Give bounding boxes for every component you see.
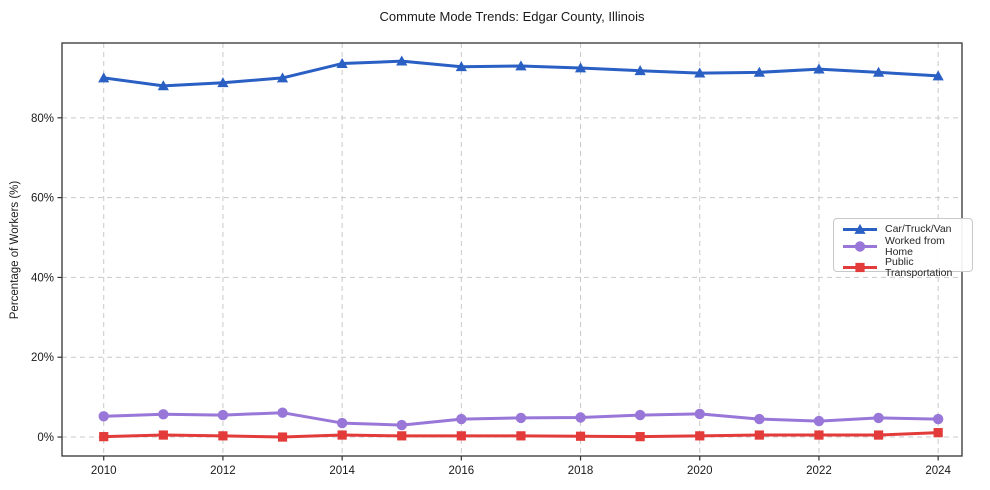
plot-border (61, 42, 963, 457)
y-tick-label: 20% (31, 352, 54, 364)
data-point-marker (217, 77, 229, 88)
data-point-marker (634, 409, 646, 421)
data-point-marker (515, 60, 527, 71)
series-public-transportation (99, 428, 943, 442)
series-car-truck-van (98, 55, 944, 91)
data-point-marker (694, 408, 705, 420)
data-point-marker (277, 432, 288, 442)
data-point-marker (276, 72, 289, 83)
x-tick-label: 2024 (925, 465, 951, 477)
x-tick-label: 2016 (449, 465, 475, 477)
chart-title: Commute Mode Trends: Edgar County, Illin… (379, 9, 645, 24)
data-point-marker (516, 431, 526, 441)
data-point-marker (574, 62, 587, 73)
y-tick-label: 60% (31, 193, 54, 205)
data-point-marker (456, 431, 466, 441)
data-point-marker (158, 430, 168, 440)
data-point-marker (336, 417, 348, 429)
x-tick-label: 2010 (91, 465, 117, 477)
legend-swatch-triangle-icon (843, 223, 877, 234)
legend-swatch-square-icon (843, 262, 877, 273)
data-point-marker (754, 430, 764, 440)
data-point-marker (98, 411, 109, 422)
data-point-marker (99, 432, 109, 442)
x-tick-label: 2018 (568, 465, 594, 477)
data-point-marker (933, 428, 943, 438)
y-tick-label: 80% (31, 113, 54, 125)
data-point-marker (98, 72, 110, 83)
x-tick-label: 2020 (687, 465, 713, 477)
data-point-marker (814, 430, 824, 440)
data-point-marker (575, 412, 586, 423)
data-point-marker (873, 412, 884, 424)
y-tick-label: 40% (31, 272, 54, 284)
data-point-marker (694, 67, 706, 78)
legend-swatch-circle-icon (843, 241, 877, 252)
data-point-marker (455, 61, 467, 72)
data-point-marker (813, 63, 825, 74)
data-point-marker (277, 407, 288, 418)
data-point-marker (753, 66, 765, 77)
x-tick-label: 2022 (806, 465, 832, 477)
y-tick-label: 0% (37, 432, 54, 444)
legend-item: Worked from Home (842, 236, 964, 257)
data-point-marker (396, 55, 408, 66)
data-point-marker (337, 430, 347, 440)
x-tick-label: 2012 (210, 465, 236, 477)
x-tick-label: 2014 (329, 465, 355, 477)
legend-marker-icon (854, 241, 866, 252)
data-point-marker (157, 80, 169, 91)
data-point-marker (932, 70, 944, 81)
data-point-marker (397, 431, 407, 441)
data-point-marker (575, 431, 586, 441)
series-worked-from-home (98, 407, 944, 431)
data-point-marker (336, 57, 348, 68)
legend-label: Public Transportation (885, 256, 953, 279)
legend-label: Worked from Home (885, 235, 945, 258)
data-point-marker (396, 419, 407, 431)
legend-marker-icon (854, 223, 866, 234)
legend-label: Car/Truck/Van (885, 223, 952, 236)
data-point-marker (932, 413, 944, 425)
data-point-marker (695, 431, 705, 441)
data-point-marker (217, 409, 229, 421)
data-point-marker (635, 432, 645, 442)
legend: Car/Truck/Van Worked from Home Public Tran… (833, 218, 973, 278)
data-point-marker (456, 413, 467, 425)
legend-item: Car/Truck/Van (842, 223, 964, 236)
data-point-marker (813, 415, 825, 427)
data-point-marker (218, 431, 228, 441)
data-point-marker (515, 412, 527, 424)
data-point-marker (872, 66, 885, 77)
data-point-marker (873, 430, 884, 440)
data-point-marker (634, 65, 646, 76)
legend-marker-icon (855, 262, 865, 273)
data-point-marker (754, 413, 765, 425)
legend-item: Public Transportation (842, 257, 964, 278)
data-point-marker (158, 409, 169, 420)
